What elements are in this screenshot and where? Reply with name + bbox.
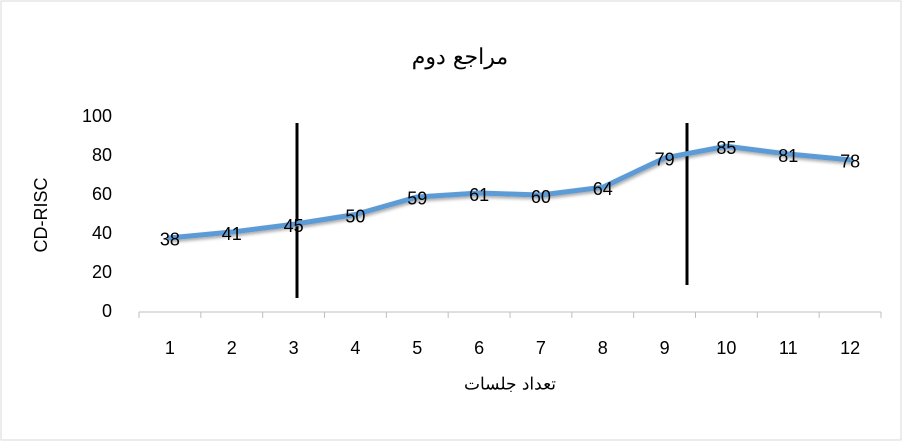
- data-label: 64: [593, 179, 613, 199]
- x-tick-label: 8: [598, 338, 608, 358]
- data-label: 60: [531, 187, 551, 207]
- x-tick-label: 1: [165, 338, 175, 358]
- data-label: 59: [407, 189, 427, 209]
- chart-title: مراجع دوم: [412, 45, 508, 70]
- data-label: 81: [778, 146, 798, 166]
- y-tick-label: 60: [92, 184, 112, 204]
- x-tick-label: 7: [536, 338, 546, 358]
- data-label: 41: [222, 224, 242, 244]
- data-label: 45: [284, 216, 304, 236]
- data-label: 79: [655, 150, 675, 170]
- data-label: 61: [469, 185, 489, 205]
- x-tick-label: 6: [474, 338, 484, 358]
- x-tick-label: 12: [840, 338, 860, 358]
- x-tick-label: 10: [716, 338, 736, 358]
- x-axis-label: تعداد جلسات: [464, 375, 556, 395]
- y-tick-label: 80: [92, 145, 112, 165]
- y-tick-label: 40: [92, 223, 112, 243]
- x-tick-label: 3: [289, 338, 299, 358]
- x-tick-label: 11: [779, 338, 798, 358]
- y-tick-label: 20: [92, 262, 112, 282]
- y-tick-label: 100: [82, 106, 112, 126]
- x-tick-label: 5: [412, 338, 422, 358]
- data-label: 38: [160, 230, 180, 250]
- data-label: 78: [840, 152, 860, 172]
- data-label: 85: [716, 138, 736, 158]
- data-line: [167, 143, 853, 241]
- data-label: 50: [345, 206, 365, 226]
- x-tick-label: 9: [660, 338, 670, 358]
- y-tick-label: 0: [102, 301, 112, 321]
- y-axis-label: CD-RISC: [31, 178, 51, 253]
- x-tick-label: 2: [227, 338, 237, 358]
- x-tick-label: 4: [350, 338, 360, 358]
